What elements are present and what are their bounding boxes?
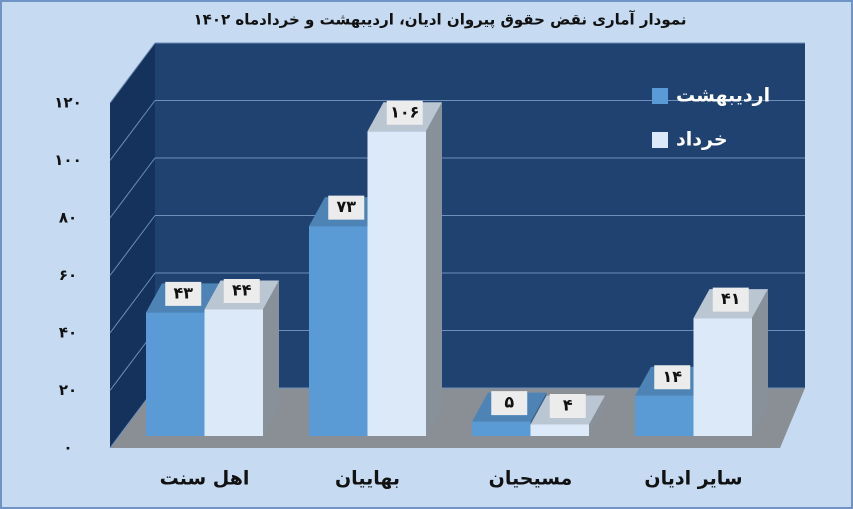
value-label: ۴۳ (173, 283, 193, 302)
value-label: ۷۳ (336, 197, 356, 216)
bar (146, 312, 205, 436)
bar-side (752, 289, 768, 436)
value-label: ۴ (563, 396, 573, 415)
value-label-box (491, 391, 528, 416)
bar (472, 421, 531, 436)
legend-label: اردیبهشت (676, 85, 770, 107)
bar-side (263, 280, 279, 436)
y-tick-label: ۰ (63, 439, 72, 457)
grid-line (109, 157, 156, 219)
bar-side (589, 395, 605, 436)
y-tick-label: ۲۰ (59, 381, 77, 399)
value-label-box (165, 281, 202, 306)
bar (693, 318, 752, 436)
value-label-box (549, 394, 586, 418)
bar-side (426, 102, 442, 436)
y-tick-label: ۱۲۰ (54, 94, 81, 112)
grid-line (109, 272, 156, 334)
plot-area: ۰ ۲۰ ۴۰ ۶۰ ۸۰ ۱۰۰ ۱۲۰ اردیبهشت خرداد اهل سنت ۴۳ ۴۴ ب… (54, 42, 805, 490)
y-tick-label: ۸۰ (59, 209, 77, 227)
value-label-box (328, 195, 365, 220)
x-tick-label: بهاییان (335, 468, 400, 490)
x-tick-label: اهل سنت (160, 468, 250, 490)
value-label: ۵ (504, 393, 514, 412)
grid-line (109, 42, 156, 104)
x-tick-label: مسیحیان (489, 468, 573, 490)
bar (309, 226, 368, 436)
value-label-box (712, 287, 749, 312)
floor (110, 388, 805, 448)
legend-swatch (652, 132, 668, 148)
grid-line (109, 100, 156, 161)
value-label-box (654, 365, 691, 390)
bar (635, 395, 694, 436)
y-tick-label: ۶۰ (59, 266, 77, 284)
value-label: ۴۴ (232, 281, 252, 300)
value-label-box (386, 100, 423, 125)
legend-swatch (652, 88, 668, 104)
value-label-box (223, 279, 260, 303)
chart-title: نمودار آماری نقض حقوق پیروان ادیان، اردی… (194, 11, 687, 30)
x-tick-label: سایر ادیان (644, 468, 742, 490)
grid-line (109, 215, 156, 276)
y-tick-label: ۱۰۰ (54, 151, 81, 169)
bar (530, 424, 589, 436)
value-label: ۱۴ (662, 367, 682, 386)
y-tick-label: ۴۰ (59, 324, 77, 342)
legend-label: خرداد (676, 129, 728, 151)
value-label: ۱۰۶ (390, 102, 419, 121)
value-label: ۴۱ (721, 289, 741, 308)
bar (204, 309, 263, 436)
bar (367, 131, 426, 436)
